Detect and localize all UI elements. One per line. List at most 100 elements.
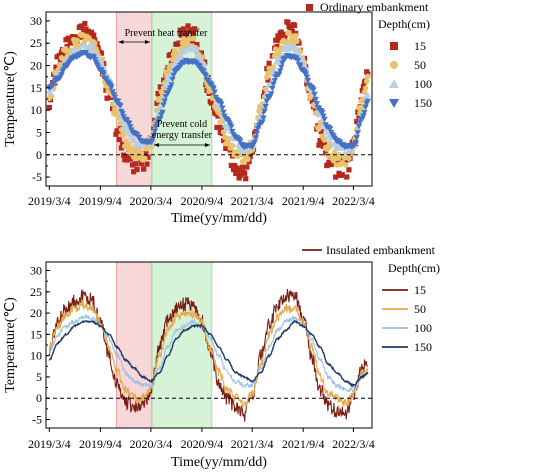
legend-depth-title: Depth(cm): [378, 17, 430, 31]
data-point: [113, 131, 119, 137]
data-point: [169, 76, 176, 83]
data-point: [292, 32, 299, 39]
data-point: [118, 145, 125, 151]
annotation-heat: Prevent heat transfer: [125, 28, 208, 39]
legend-entry-label: 50: [414, 302, 426, 316]
data-point: [275, 71, 283, 78]
data-point: [184, 29, 190, 35]
data-point: [243, 176, 249, 182]
data-point: [100, 71, 107, 78]
data-point: [74, 37, 80, 44]
data-point: [104, 95, 110, 101]
data-point: [170, 72, 177, 79]
data-point: [61, 53, 67, 59]
data-point: [183, 33, 189, 39]
data-point: [239, 164, 246, 170]
data-point: [131, 146, 138, 153]
data-point: [354, 118, 360, 125]
x-tick-label: 2020/9/4: [181, 194, 224, 208]
data-point: [116, 136, 122, 143]
data-point: [159, 109, 166, 116]
series-line-depth-150: [48, 319, 369, 388]
data-point: [302, 71, 309, 78]
data-point: [201, 60, 208, 67]
data-point: [251, 139, 258, 146]
data-point: [108, 84, 115, 91]
data-point: [278, 29, 284, 35]
data-point: [158, 89, 165, 95]
data-point: [262, 103, 269, 110]
data-point: [143, 150, 149, 157]
data-point: [141, 155, 148, 162]
data-point: [131, 137, 138, 144]
data-point: [119, 118, 126, 124]
y-tick-label: 15: [30, 81, 42, 95]
legend-embankment-label: Insulated embankment: [326, 243, 436, 257]
data-point: [361, 109, 368, 116]
x-tick-label: 2019/3/4: [28, 437, 71, 451]
legend-entry-label: 150: [414, 340, 432, 354]
data-point: [230, 167, 237, 173]
x-tick-label: 2019/3/4: [28, 194, 71, 208]
data-point: [344, 148, 351, 155]
y-tick-label: 5: [36, 125, 42, 139]
legend-marker: [389, 79, 399, 88]
data-point: [294, 57, 302, 64]
data-point: [131, 169, 137, 175]
data-point: [353, 135, 360, 141]
x-tick-label: 2021/9/4: [282, 194, 325, 208]
data-point: [286, 29, 292, 36]
x-tick-label: 2020/3/4: [130, 194, 173, 208]
legend-entry-label: 150: [414, 96, 432, 110]
data-point: [117, 103, 124, 109]
data-point: [154, 100, 160, 106]
legend-marker: [390, 42, 398, 50]
data-point: [328, 161, 334, 168]
data-point: [157, 84, 163, 90]
data-point: [88, 29, 95, 35]
data-point: [236, 175, 242, 181]
arrow-head: [153, 143, 159, 147]
data-point: [300, 56, 307, 63]
data-point: [271, 67, 278, 73]
data-point: [265, 77, 271, 83]
data-point: [312, 96, 319, 103]
data-point: [91, 48, 98, 54]
x-axis-label: Time(yy/mm/dd): [171, 455, 267, 470]
data-point: [352, 139, 359, 146]
data-point: [47, 89, 54, 96]
data-point: [220, 109, 227, 116]
data-point: [97, 56, 104, 62]
data-point: [326, 126, 334, 132]
data-point: [272, 46, 279, 52]
x-tick-label: 2020/3/4: [130, 437, 173, 451]
data-point: [229, 128, 236, 135]
data-point: [261, 108, 268, 115]
y-tick-label: -5: [32, 170, 42, 184]
data-point: [98, 50, 105, 56]
data-point: [362, 104, 369, 111]
data-point: [296, 49, 303, 56]
legend-marker-ordinary: [306, 4, 313, 11]
data-point: [138, 161, 145, 167]
data-point: [89, 41, 96, 48]
y-tick-label: 15: [30, 327, 42, 341]
data-point: [364, 92, 371, 98]
data-point: [289, 28, 295, 35]
data-point: [46, 104, 52, 111]
arrow-head: [118, 40, 124, 44]
data-point: [160, 102, 167, 108]
data-point: [319, 109, 326, 116]
data-point: [209, 90, 216, 97]
data-point: [327, 137, 334, 144]
data-point: [162, 94, 170, 100]
data-point: [323, 150, 329, 156]
x-tick-label: 2022/3/4: [332, 437, 375, 451]
x-tick-label: 2019/9/4: [79, 194, 122, 208]
data-point: [211, 89, 218, 96]
data-point: [268, 91, 275, 97]
y-tick-label: 5: [36, 370, 42, 384]
data-point: [336, 151, 342, 158]
data-point: [253, 130, 261, 137]
data-point: [276, 68, 284, 74]
